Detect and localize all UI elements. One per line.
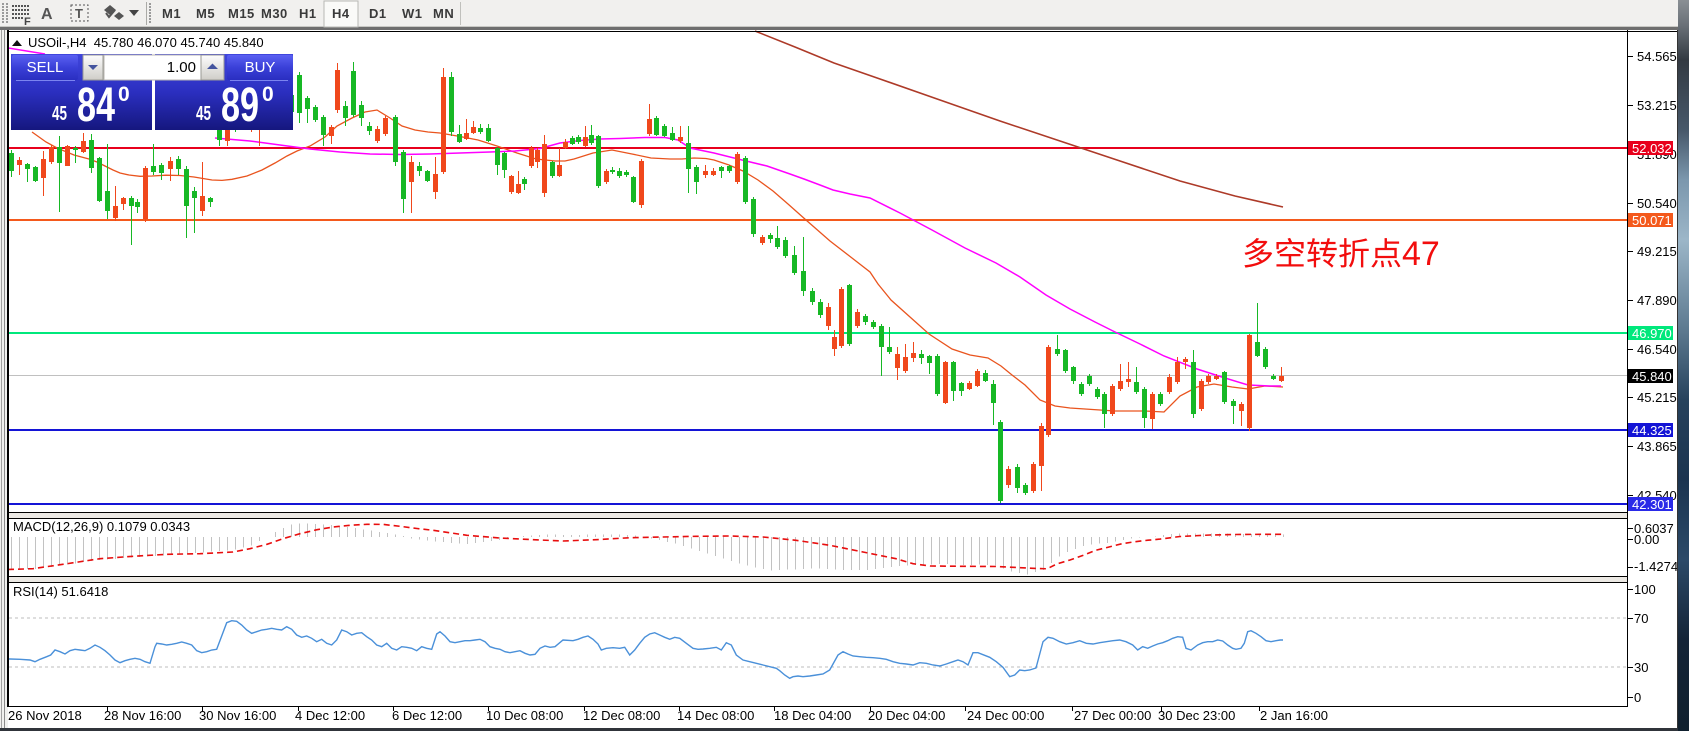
svg-text:H4: H4 [332,6,350,21]
svg-text:12 Dec 08:00: 12 Dec 08:00 [583,708,660,723]
svg-text:45.215: 45.215 [1637,390,1677,405]
svg-text:-1.4274: -1.4274 [1634,559,1678,574]
svg-text:10 Dec 08:00: 10 Dec 08:00 [486,708,563,723]
svg-text:53.215: 53.215 [1637,98,1677,113]
svg-text:52.032: 52.032 [1632,141,1672,156]
svg-text:84: 84 [77,79,115,132]
svg-text:49.215: 49.215 [1637,244,1677,259]
svg-text:30 Dec 23:00: 30 Dec 23:00 [1158,708,1235,723]
svg-text:T: T [75,6,83,21]
svg-text:45.840: 45.840 [1632,369,1672,384]
svg-text:46.540: 46.540 [1637,342,1677,357]
svg-text:D1: D1 [369,6,387,21]
svg-text:46.970: 46.970 [1632,326,1672,341]
svg-text:A: A [41,6,53,23]
svg-text:0.00: 0.00 [1634,532,1659,547]
svg-text:2 Jan 16:00: 2 Jan 16:00 [1260,708,1328,723]
svg-text:SELL: SELL [27,59,64,76]
svg-text:45: 45 [52,103,67,125]
svg-text:1.00: 1.00 [167,59,196,76]
svg-text:47: 47 [1402,235,1440,273]
svg-text:28 Nov 16:00: 28 Nov 16:00 [104,708,181,723]
svg-text:24 Dec 00:00: 24 Dec 00:00 [967,708,1044,723]
svg-text:100: 100 [1634,582,1656,597]
svg-text:W1: W1 [402,6,423,21]
svg-text:M5: M5 [196,6,215,21]
svg-text:45: 45 [196,103,211,125]
svg-text:44.325: 44.325 [1632,423,1672,438]
svg-text:0: 0 [1634,690,1641,705]
svg-text:30: 30 [1634,660,1648,675]
svg-text:18 Dec 04:00: 18 Dec 04:00 [774,708,851,723]
svg-text:6 Dec 12:00: 6 Dec 12:00 [392,708,462,723]
svg-text:26 Nov 2018: 26 Nov 2018 [8,708,82,723]
svg-text:27 Dec 00:00: 27 Dec 00:00 [1074,708,1151,723]
svg-text:14 Dec 08:00: 14 Dec 08:00 [677,708,754,723]
svg-text:30 Nov 16:00: 30 Nov 16:00 [199,708,276,723]
svg-text:47.890: 47.890 [1637,293,1677,308]
svg-text:H1: H1 [299,6,317,21]
svg-text:20 Dec 04:00: 20 Dec 04:00 [868,708,945,723]
svg-text:MN: MN [433,6,454,21]
svg-text:50.540: 50.540 [1637,196,1677,211]
svg-text:RSI(14) 51.6418: RSI(14) 51.6418 [13,584,108,599]
svg-text:70: 70 [1634,611,1648,626]
svg-text:BUY: BUY [245,59,276,76]
svg-text:MACD(12,26,9) 0.1079 0.0343: MACD(12,26,9) 0.1079 0.0343 [13,519,190,534]
svg-text:M30: M30 [261,6,288,21]
svg-text:0: 0 [262,83,274,106]
svg-text:F: F [24,16,31,28]
svg-text:0: 0 [118,83,130,106]
svg-text:USOil-,H4 45.780 46.070 45.74: USOil-,H4 45.780 46.070 45.740 45.840 [28,35,264,50]
svg-text:4 Dec 12:00: 4 Dec 12:00 [295,708,365,723]
svg-text:54.565: 54.565 [1637,49,1677,64]
svg-text:M1: M1 [162,6,181,21]
svg-text:89: 89 [221,79,259,132]
svg-text:42.301: 42.301 [1632,497,1672,512]
svg-text:M15: M15 [228,6,255,21]
svg-text:50.071: 50.071 [1632,213,1672,228]
svg-text:43.865: 43.865 [1637,439,1677,454]
